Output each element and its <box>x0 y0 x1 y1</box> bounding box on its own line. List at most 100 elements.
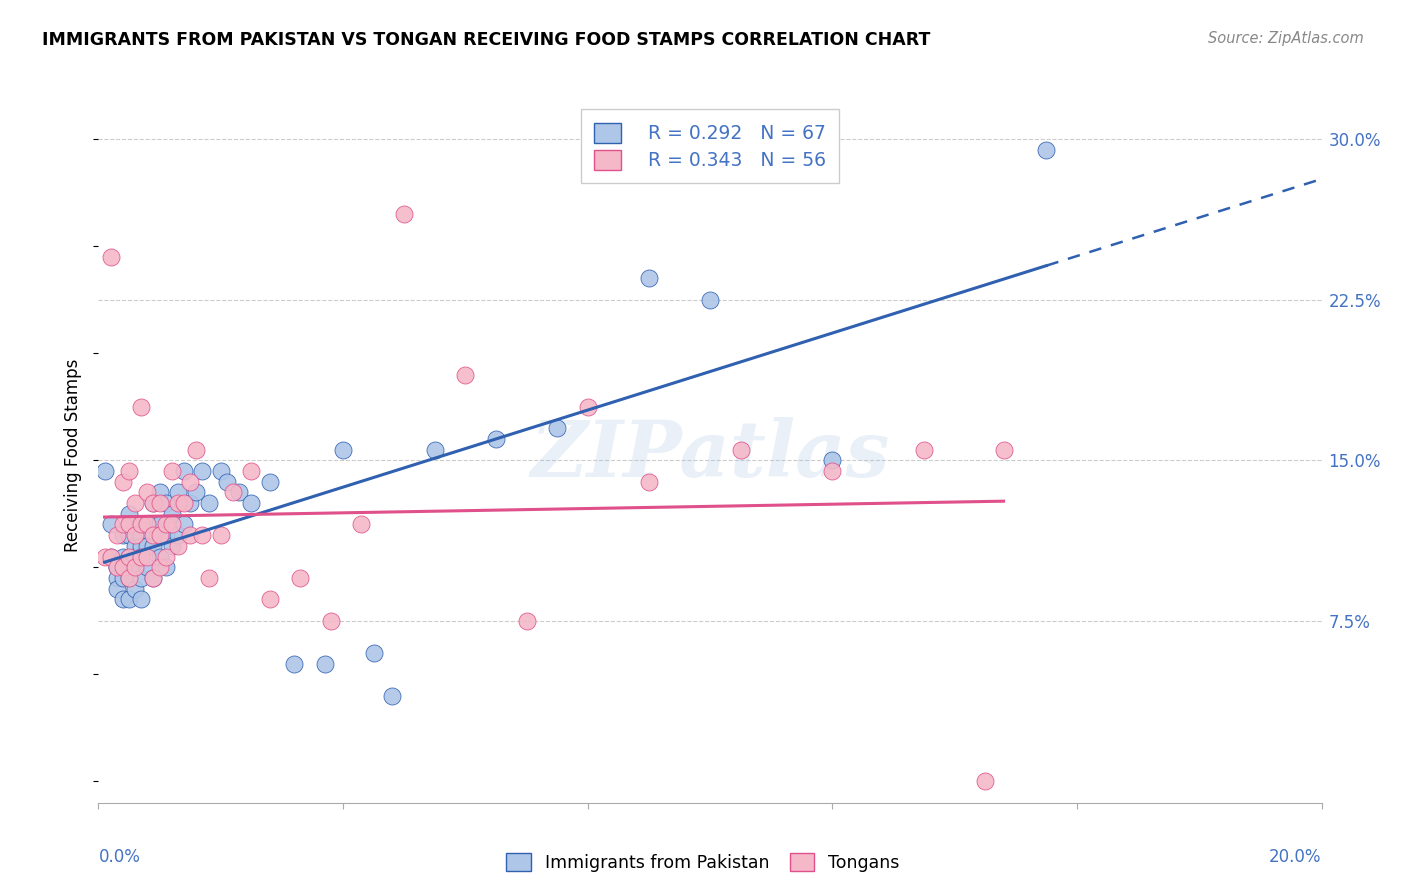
Point <box>381 689 404 703</box>
Point <box>129 539 152 553</box>
Point <box>142 496 165 510</box>
Point <box>821 464 844 478</box>
Point <box>259 592 281 607</box>
Point <box>129 400 152 414</box>
Point <box>454 368 477 382</box>
Point <box>240 464 263 478</box>
Point <box>124 517 146 532</box>
Point <box>209 528 232 542</box>
Point <box>100 517 122 532</box>
Point <box>118 464 141 478</box>
Text: 0.0%: 0.0% <box>98 848 141 866</box>
Point <box>149 528 172 542</box>
Point <box>332 442 354 457</box>
Point <box>173 496 195 510</box>
Point <box>637 475 661 489</box>
Point <box>350 517 373 532</box>
Point <box>129 592 152 607</box>
Point <box>167 539 190 553</box>
Point <box>155 517 177 532</box>
Point <box>129 517 152 532</box>
Point <box>100 549 122 564</box>
Point <box>167 496 190 510</box>
Point <box>142 539 165 553</box>
Point <box>149 560 172 574</box>
Point <box>105 582 128 596</box>
Point <box>124 528 146 542</box>
Point <box>142 571 165 585</box>
Point <box>136 485 159 500</box>
Point <box>93 464 115 478</box>
Point <box>118 560 141 574</box>
Point <box>179 528 201 542</box>
Point <box>197 496 219 510</box>
Point <box>124 582 146 596</box>
Point <box>118 549 141 564</box>
Point <box>240 496 263 510</box>
Point <box>155 528 177 542</box>
Point <box>100 250 122 264</box>
Point <box>129 571 152 585</box>
Point <box>259 475 281 489</box>
Point <box>118 571 141 585</box>
Point <box>149 549 172 564</box>
Point <box>191 528 214 542</box>
Point <box>118 571 141 585</box>
Point <box>129 549 152 564</box>
Point <box>124 549 146 564</box>
Point <box>1035 143 1057 157</box>
Legend: Immigrants from Pakistan, Tongans: Immigrants from Pakistan, Tongans <box>499 847 907 879</box>
Point <box>149 485 172 500</box>
Point <box>105 528 128 542</box>
Point <box>105 560 128 574</box>
Point <box>129 549 152 564</box>
Point <box>155 549 177 564</box>
Point <box>173 464 195 478</box>
Point <box>111 592 134 607</box>
Point <box>912 442 935 457</box>
Point <box>111 517 134 532</box>
Point <box>363 646 385 660</box>
Point <box>155 560 177 574</box>
Point <box>105 560 128 574</box>
Text: Source: ZipAtlas.com: Source: ZipAtlas.com <box>1208 31 1364 46</box>
Point <box>100 549 122 564</box>
Point <box>197 571 219 585</box>
Point <box>314 657 336 671</box>
Point <box>283 657 305 671</box>
Point <box>118 549 141 564</box>
Point <box>993 442 1015 457</box>
Point <box>93 549 115 564</box>
Point <box>142 496 165 510</box>
Text: ZIPatlas: ZIPatlas <box>530 417 890 493</box>
Point <box>730 442 752 457</box>
Point <box>179 496 201 510</box>
Point <box>215 475 238 489</box>
Point <box>111 560 134 574</box>
Text: 20.0%: 20.0% <box>1270 848 1322 866</box>
Point <box>699 293 721 307</box>
Point <box>576 400 599 414</box>
Point <box>209 464 232 478</box>
Point <box>160 539 183 553</box>
Point <box>173 517 195 532</box>
Point <box>191 464 214 478</box>
Point <box>167 485 190 500</box>
Point <box>111 528 134 542</box>
Point <box>160 517 183 532</box>
Point <box>392 207 416 221</box>
Point <box>124 496 146 510</box>
Point <box>136 539 159 553</box>
Point <box>136 560 159 574</box>
Legend:   R = 0.292   N = 67,   R = 0.343   N = 56: R = 0.292 N = 67, R = 0.343 N = 56 <box>581 110 839 183</box>
Point <box>142 528 165 542</box>
Point <box>124 560 146 574</box>
Point <box>423 442 446 457</box>
Point <box>179 475 201 489</box>
Point <box>637 271 661 285</box>
Point <box>136 549 159 564</box>
Point <box>142 571 165 585</box>
Point <box>319 614 342 628</box>
Point <box>124 539 146 553</box>
Point <box>160 464 183 478</box>
